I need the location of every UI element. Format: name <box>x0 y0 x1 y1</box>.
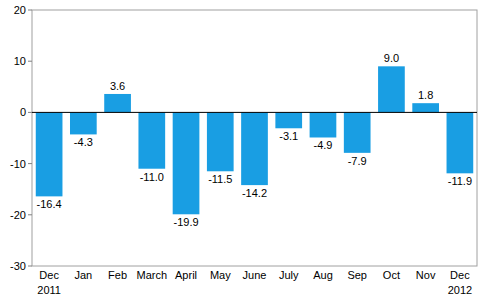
data-label: -4.3 <box>74 136 93 148</box>
x-tick-label: Jan <box>74 269 92 281</box>
x-tick-label: Oct <box>383 269 400 281</box>
data-label: -4.9 <box>313 139 332 151</box>
data-label: -11.5 <box>208 173 232 185</box>
bar <box>138 112 165 168</box>
bar <box>207 112 234 171</box>
data-label: -14.2 <box>242 187 267 199</box>
bar <box>378 66 405 112</box>
bar <box>275 112 302 128</box>
x-tick-label: Sep <box>347 269 367 281</box>
chart-container: -30 -20 -10 0 10 20 -16.4 -4.3 3.6 -11.0 -19.9 -11.… <box>0 0 485 300</box>
y-tick-label: 10 <box>14 55 26 67</box>
bars <box>36 66 473 214</box>
x-tick-label: Feb <box>108 269 127 281</box>
bar <box>173 112 200 214</box>
x-tick-label: April <box>175 269 197 281</box>
data-label: -19.9 <box>173 216 198 228</box>
x-tick-label: Dec <box>39 269 59 281</box>
data-label: -16.4 <box>37 198 62 210</box>
zero-line <box>32 112 477 113</box>
y-tick <box>28 214 32 215</box>
year-label: 2011 <box>37 284 61 296</box>
bar <box>412 103 439 112</box>
x-tick-label: June <box>243 269 267 281</box>
plot-frame <box>32 10 477 266</box>
x-tick-label: Nov <box>416 269 436 281</box>
bar <box>447 112 474 173</box>
x-tick-label: Aug <box>313 269 333 281</box>
y-tick-label: 0 <box>20 106 26 118</box>
y-tick-label: -30 <box>10 260 26 272</box>
chart: -30 -20 -10 0 10 20 -16.4 -4.3 3.6 -11.0 -19.9 -11.… <box>0 0 485 300</box>
x-tick-label: Dec <box>450 269 470 281</box>
year-label: 2012 <box>448 284 472 296</box>
bar <box>310 112 337 137</box>
bar <box>344 112 371 152</box>
y-tick-label: 20 <box>14 4 26 16</box>
y-tick <box>28 112 32 113</box>
bar <box>36 112 63 196</box>
bar <box>241 112 268 185</box>
y-tick <box>28 266 32 267</box>
data-label: -3.1 <box>279 130 298 142</box>
data-label: -11.0 <box>140 171 164 183</box>
data-label: -7.9 <box>348 155 367 167</box>
bar <box>70 112 97 134</box>
y-tick <box>28 163 32 164</box>
bar <box>104 94 131 112</box>
x-tick-label: March <box>137 269 168 281</box>
data-label: -11.9 <box>448 175 472 187</box>
data-label: 3.6 <box>110 80 125 92</box>
x-tick-label: July <box>279 269 299 281</box>
y-tick <box>28 10 32 11</box>
data-label: 1.8 <box>418 89 433 101</box>
y-tick-label: -10 <box>10 158 26 170</box>
y-tick-label: -20 <box>10 209 26 221</box>
y-tick <box>28 61 32 62</box>
x-tick-label: May <box>210 269 231 281</box>
data-label: 9.0 <box>384 52 399 64</box>
